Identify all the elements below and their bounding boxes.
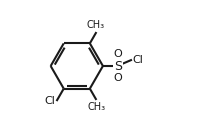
Text: CH₃: CH₃ xyxy=(88,102,106,112)
Text: O: O xyxy=(114,49,122,59)
Text: Cl: Cl xyxy=(132,55,143,65)
Text: CH₃: CH₃ xyxy=(87,20,105,30)
Text: S: S xyxy=(114,60,122,72)
Text: O: O xyxy=(114,73,122,83)
Text: Cl: Cl xyxy=(44,96,55,106)
